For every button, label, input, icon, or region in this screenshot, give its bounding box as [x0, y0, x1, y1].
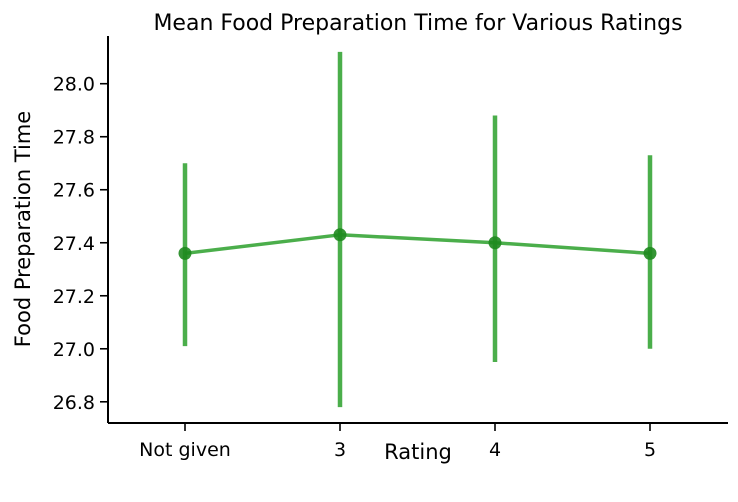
y-axis-label: Food Preparation Time: [11, 111, 35, 347]
y-tick-label: 28.0: [53, 74, 95, 96]
chart-title: Mean Food Preparation Time for Various R…: [153, 11, 682, 36]
x-tick-label: 3: [334, 439, 346, 461]
x-ticks: Not given 3 4 5: [139, 423, 656, 461]
data-point: [488, 236, 502, 250]
data-point: [643, 246, 657, 260]
y-tick-label: 27.8: [53, 127, 95, 149]
y-tick-label: 27.6: [53, 180, 95, 202]
plot-area: [178, 51, 657, 408]
y-ticks: 26.8 27.0 27.2 27.4 27.6 27.8 28.0: [53, 74, 108, 414]
series-line: [184, 233, 651, 256]
data-point: [178, 246, 192, 260]
y-tick-label: 27.0: [53, 339, 95, 361]
y-tick-label: 26.8: [53, 392, 95, 414]
data-point: [333, 228, 347, 242]
x-tick-label: Not given: [139, 439, 231, 461]
x-tick-label: 5: [644, 439, 656, 461]
y-tick-label: 27.4: [53, 233, 95, 255]
x-tick-label: 4: [489, 439, 501, 461]
x-axis-label: Rating: [384, 440, 452, 464]
y-tick-label: 27.2: [53, 286, 95, 308]
